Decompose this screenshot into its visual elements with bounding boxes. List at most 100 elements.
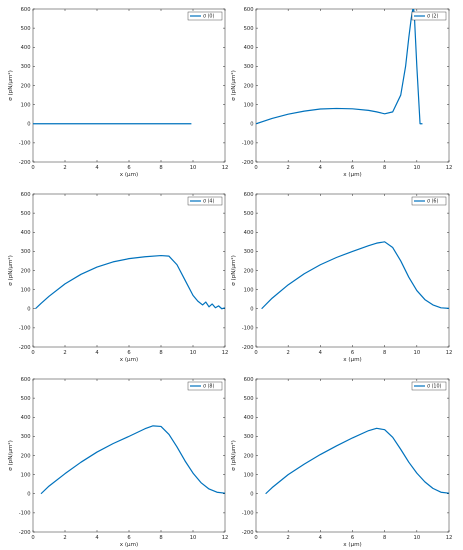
- x-tick-label: 2: [287, 535, 290, 541]
- y-axis-label: σ (pN/μm²): [230, 70, 237, 101]
- y-tick-label: 100: [21, 102, 31, 108]
- chart-panel-3: 0 2 4 6 8 10 12 -200 -100 0 100 200 300 400 500 600 x (μ…: [230, 192, 452, 363]
- y-tick-label: 600: [244, 377, 254, 383]
- y-tick-label: -100: [19, 326, 31, 332]
- axes-box: [32, 378, 226, 533]
- x-tick-label: 0: [31, 350, 34, 356]
- x-tick-label: 0: [31, 165, 34, 171]
- x-tick-label: 12: [222, 165, 229, 171]
- legend-box: [187, 196, 223, 206]
- x-tick-label: 4: [95, 535, 99, 541]
- y-tick-label: 0: [250, 492, 253, 498]
- y-tick-label: -100: [242, 511, 254, 517]
- y-tick-label: 200: [244, 268, 254, 274]
- y-tick-label: -200: [242, 530, 254, 536]
- y-tick-label: -100: [19, 511, 31, 517]
- y-tick-label: 100: [21, 287, 31, 293]
- y-tick-label: -200: [19, 530, 31, 536]
- legend-box: [187, 381, 223, 391]
- x-axis-label: x (μm): [343, 542, 361, 548]
- series-line: [34, 254, 225, 310]
- x-tick-label: 6: [127, 350, 130, 356]
- y-tick-label: -200: [19, 160, 31, 166]
- x-tick-label: 8: [383, 535, 386, 541]
- x-tick-label: 4: [95, 350, 99, 356]
- x-tick-label: 2: [63, 165, 66, 171]
- series-line: [265, 427, 449, 495]
- x-tick-label: 12: [446, 350, 453, 356]
- x-tick-label: 10: [190, 165, 197, 171]
- y-axis-label: σ (pN/μm²): [7, 255, 14, 286]
- legend-label: σ (0): [203, 14, 214, 20]
- y-tick-label: 400: [244, 230, 254, 236]
- series-line: [261, 241, 449, 310]
- x-tick-label: 6: [351, 165, 354, 171]
- y-tick-label: 200: [21, 83, 31, 89]
- x-tick-label: 6: [127, 535, 130, 541]
- y-tick-label: 500: [21, 396, 31, 402]
- axes-box: [255, 193, 450, 348]
- x-tick-label: 8: [383, 350, 386, 356]
- x-tick-label: 0: [254, 535, 257, 541]
- x-tick-label: 6: [351, 535, 354, 541]
- y-tick-label: 300: [244, 64, 254, 70]
- y-tick-label: 0: [250, 307, 253, 313]
- y-axis-label: σ (pN/μm²): [7, 440, 14, 471]
- y-tick-label: 0: [27, 122, 30, 128]
- x-tick-label: 8: [159, 350, 162, 356]
- y-tick-label: 600: [244, 192, 254, 198]
- x-tick-label: 10: [414, 535, 421, 541]
- y-tick-label: 400: [21, 415, 31, 421]
- x-tick-label: 8: [383, 165, 386, 171]
- x-tick-label: 12: [446, 165, 453, 171]
- x-tick-label: 2: [287, 350, 290, 356]
- y-tick-label: -200: [19, 345, 31, 351]
- x-tick-label: 2: [63, 535, 66, 541]
- x-tick-label: 2: [287, 165, 290, 171]
- y-tick-label: 500: [21, 26, 31, 32]
- x-tick-label: 10: [190, 350, 197, 356]
- y-tick-label: 100: [244, 472, 254, 478]
- chart-panel-0: 0 2 4 6 8 10 12 -200 -100 0 100 200 300 400 500 600 x (μ…: [7, 7, 228, 178]
- legend-label: σ (8): [203, 384, 214, 390]
- chart-panel-4: 0 2 4 6 8 10 12 -200 -100 0 100 200 300 400 500 600 x (μ…: [7, 377, 228, 548]
- y-tick-label: 600: [21, 377, 31, 383]
- y-tick-label: 100: [21, 472, 31, 478]
- x-axis-label: x (μm): [120, 357, 138, 363]
- y-tick-label: 400: [21, 230, 31, 236]
- y-tick-label: 100: [244, 287, 254, 293]
- y-tick-label: 400: [244, 45, 254, 51]
- y-tick-label: 300: [244, 434, 254, 440]
- y-tick-label: 200: [21, 453, 31, 459]
- x-tick-label: 0: [254, 350, 257, 356]
- y-tick-label: 0: [27, 492, 30, 498]
- y-tick-label: 200: [21, 268, 31, 274]
- y-axis-label: σ (pN/μm²): [7, 70, 14, 101]
- x-tick-label: 6: [127, 165, 130, 171]
- legend-box: [411, 196, 447, 206]
- y-tick-label: 100: [244, 102, 254, 108]
- legend-box: [411, 11, 447, 21]
- x-tick-label: 4: [95, 165, 99, 171]
- y-tick-label: 500: [244, 26, 254, 32]
- y-tick-label: 400: [21, 45, 31, 51]
- axes-box: [32, 8, 226, 163]
- y-axis-label: σ (pN/μm²): [230, 255, 237, 286]
- y-tick-label: -100: [242, 326, 254, 332]
- legend-label: σ (2): [427, 14, 438, 20]
- y-axis-label: σ (pN/μm²): [230, 440, 237, 471]
- x-tick-label: 8: [159, 165, 162, 171]
- y-tick-label: 600: [21, 7, 31, 13]
- legend-box: [187, 11, 223, 21]
- y-tick-label: -200: [242, 345, 254, 351]
- x-axis-label: x (μm): [120, 542, 138, 548]
- x-tick-label: 0: [254, 165, 257, 171]
- x-tick-label: 4: [319, 165, 323, 171]
- y-tick-label: 500: [244, 211, 254, 217]
- y-tick-label: -200: [242, 160, 254, 166]
- y-tick-label: 300: [21, 249, 31, 255]
- y-tick-label: 500: [21, 211, 31, 217]
- legend-label: σ (4): [203, 199, 214, 205]
- y-tick-label: -100: [242, 141, 254, 147]
